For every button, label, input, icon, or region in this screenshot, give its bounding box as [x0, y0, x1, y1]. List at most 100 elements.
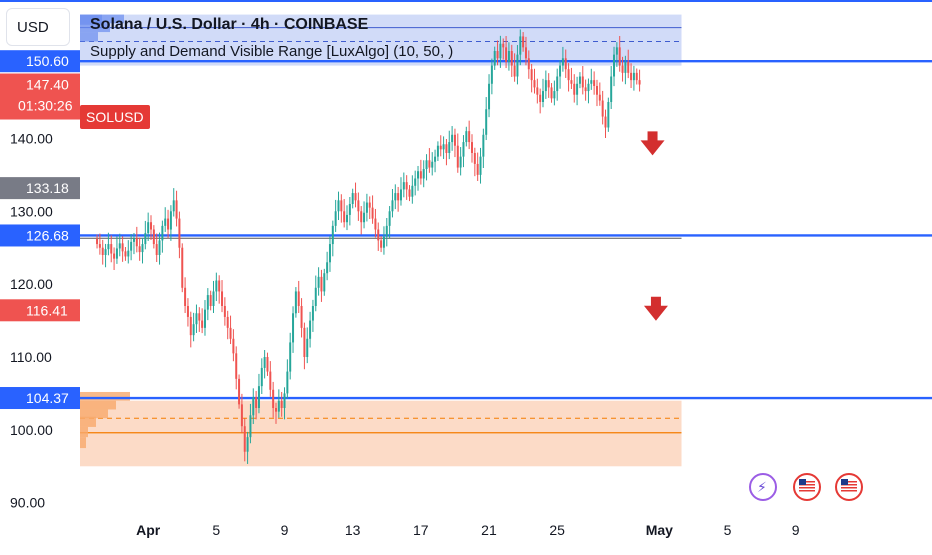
candle-body[interactable] — [357, 200, 360, 212]
candle-body[interactable] — [363, 212, 366, 223]
candle-body[interactable] — [141, 244, 144, 253]
candle-body[interactable] — [587, 83, 590, 92]
candle-body[interactable] — [161, 225, 164, 241]
candle-body[interactable] — [240, 404, 243, 427]
candle-body[interactable] — [499, 43, 502, 59]
candle-body[interactable] — [411, 185, 414, 197]
candle-body[interactable] — [382, 236, 385, 248]
candle-body[interactable] — [232, 338, 235, 354]
candle-body[interactable] — [561, 58, 564, 66]
candle-body[interactable] — [598, 94, 601, 101]
candle-body[interactable] — [394, 193, 397, 201]
candle-body[interactable] — [419, 171, 422, 179]
candle-body[interactable] — [260, 367, 263, 387]
candle-body[interactable] — [178, 218, 181, 248]
candle-body[interactable] — [388, 211, 391, 226]
candle-body[interactable] — [346, 214, 349, 223]
candle-body[interactable] — [121, 243, 124, 252]
candle-body[interactable] — [624, 61, 627, 73]
candle-body[interactable] — [348, 204, 351, 215]
candle-body[interactable] — [167, 218, 170, 230]
candle-body[interactable] — [399, 189, 402, 201]
candle-body[interactable] — [451, 134, 454, 143]
candle-body[interactable] — [186, 306, 189, 317]
candle-body[interactable] — [490, 65, 493, 84]
candle-body[interactable] — [175, 200, 178, 219]
candle-body[interactable] — [135, 238, 138, 247]
candle-body[interactable] — [297, 291, 300, 306]
candle-body[interactable] — [221, 291, 224, 306]
candle-body[interactable] — [320, 276, 323, 292]
candle-body[interactable] — [309, 320, 312, 339]
candle-body[interactable] — [632, 72, 635, 81]
candle-body[interactable] — [567, 69, 570, 81]
candle-body[interactable] — [246, 437, 249, 452]
candle-body[interactable] — [283, 393, 286, 408]
candle-body[interactable] — [303, 327, 306, 357]
candle-body[interactable] — [439, 145, 442, 150]
indicator-legend[interactable]: Supply and Demand Visible Range [LuxAlgo… — [90, 43, 454, 60]
candle-body[interactable] — [243, 426, 246, 452]
earnings-event-icon[interactable] — [749, 473, 777, 501]
candle-body[interactable] — [203, 309, 206, 328]
candle-body[interactable] — [408, 189, 411, 197]
candle-body[interactable] — [397, 193, 400, 201]
candle-body[interactable] — [595, 85, 598, 95]
candle-body[interactable] — [360, 211, 363, 223]
candle-body[interactable] — [550, 87, 553, 99]
candle-body[interactable] — [365, 202, 368, 213]
candle-body[interactable] — [206, 295, 209, 310]
candle-body[interactable] — [101, 247, 104, 255]
candle-body[interactable] — [462, 142, 465, 157]
candle-body[interactable] — [331, 225, 334, 245]
candle-body[interactable] — [638, 80, 641, 85]
candle-body[interactable] — [559, 65, 562, 77]
candle-body[interactable] — [533, 80, 536, 88]
candle-body[interactable] — [235, 353, 238, 379]
candle-body[interactable] — [417, 171, 420, 179]
candle-body[interactable] — [402, 182, 405, 190]
candle-body[interactable] — [502, 43, 505, 48]
candle-body[interactable] — [96, 238, 99, 245]
candle-body[interactable] — [527, 58, 530, 70]
candle-body[interactable] — [473, 153, 476, 164]
candle-body[interactable] — [584, 87, 587, 92]
candle-body[interactable] — [337, 200, 340, 212]
candle-body[interactable] — [351, 193, 354, 204]
candle-body[interactable] — [479, 156, 482, 175]
candle-body[interactable] — [570, 80, 573, 84]
candle-body[interactable] — [294, 291, 297, 314]
candle-body[interactable] — [201, 320, 204, 328]
candle-body[interactable] — [380, 240, 383, 248]
candle-body[interactable] — [456, 145, 459, 168]
candle-body[interactable] — [249, 415, 252, 438]
candle-body[interactable] — [152, 229, 155, 245]
candle-body[interactable] — [564, 58, 567, 70]
candle-body[interactable] — [459, 156, 462, 168]
candle-body[interactable] — [328, 244, 331, 263]
candle-body[interactable] — [590, 80, 593, 84]
candle-body[interactable] — [371, 207, 374, 219]
candle-body[interactable] — [488, 83, 491, 110]
candle-body[interactable] — [578, 76, 581, 84]
candle-body[interactable] — [229, 327, 232, 339]
candle-body[interactable] — [576, 83, 579, 95]
candle-body[interactable] — [343, 211, 346, 223]
candle-body[interactable] — [513, 65, 516, 77]
candle-body[interactable] — [604, 116, 607, 128]
candle-body[interactable] — [374, 218, 377, 230]
candle-body[interactable] — [311, 306, 314, 321]
candle-body[interactable] — [391, 200, 394, 212]
candle-body[interactable] — [496, 51, 499, 59]
candle-body[interactable] — [107, 244, 110, 250]
candle-body[interactable] — [453, 134, 456, 146]
candle-body[interactable] — [314, 287, 317, 306]
candle-body[interactable] — [144, 233, 147, 245]
candle-body[interactable] — [257, 386, 260, 408]
candle-body[interactable] — [405, 182, 408, 190]
candle-body[interactable] — [113, 253, 116, 259]
candle-body[interactable] — [547, 80, 550, 88]
candle-body[interactable] — [377, 229, 380, 241]
candle-body[interactable] — [292, 313, 295, 343]
